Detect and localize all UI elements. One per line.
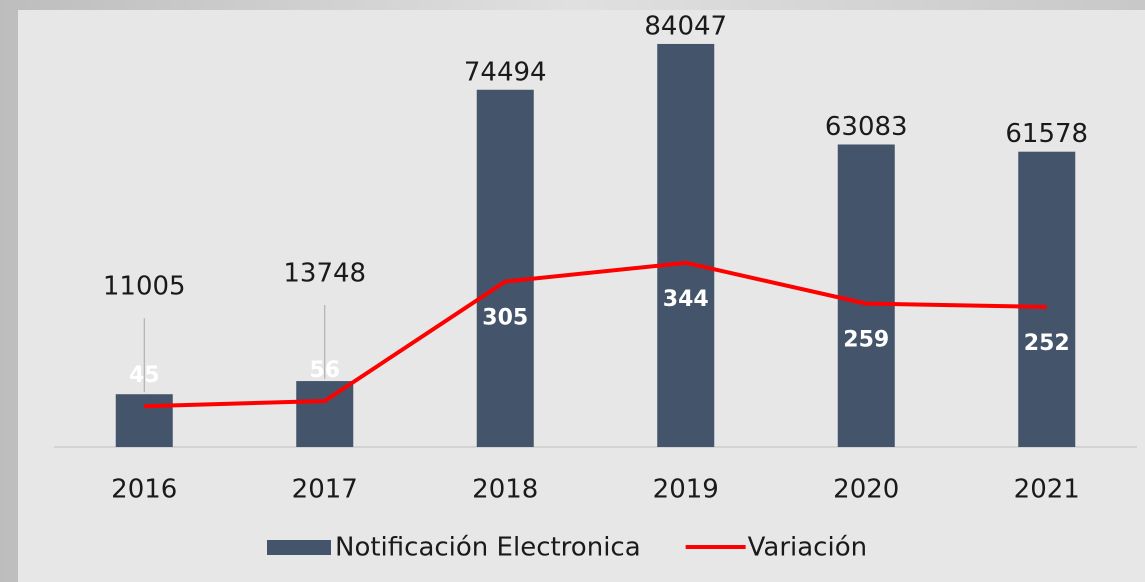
bar-value-label: 84047 bbox=[644, 11, 727, 41]
line-value-label: 56 bbox=[309, 358, 340, 383]
legend-label: Notificación Electronica bbox=[335, 533, 641, 563]
bar bbox=[1018, 151, 1076, 447]
bar-value-label: 13748 bbox=[283, 259, 366, 289]
line-value-label: 259 bbox=[843, 328, 889, 353]
bar-value-label: 11005 bbox=[103, 272, 186, 302]
bar-value-label: 74494 bbox=[464, 57, 547, 87]
x-tick-label: 2018 bbox=[472, 475, 538, 505]
bar-value-label: 61578 bbox=[1005, 119, 1088, 149]
bar bbox=[837, 144, 895, 447]
x-tick-label: 2016 bbox=[111, 475, 177, 505]
x-tick-label: 2019 bbox=[653, 475, 719, 505]
legend-swatch bbox=[267, 540, 331, 555]
plot-panel bbox=[18, 10, 1145, 582]
line-series bbox=[144, 260, 1047, 409]
line-value-label: 344 bbox=[663, 287, 709, 312]
line-value-label: 45 bbox=[129, 363, 160, 388]
bar-value-label: 63083 bbox=[825, 112, 908, 142]
line-value-label: 305 bbox=[482, 306, 528, 331]
line-value-label: 252 bbox=[1024, 331, 1070, 356]
x-tick-label: 2021 bbox=[1014, 475, 1080, 505]
bar bbox=[476, 89, 534, 447]
bar bbox=[296, 381, 354, 447]
legend-label: Variación bbox=[748, 533, 867, 563]
x-tick-label: 2017 bbox=[292, 475, 358, 505]
x-tick-label: 2020 bbox=[833, 475, 899, 505]
bar bbox=[657, 43, 715, 448]
bar bbox=[115, 394, 173, 447]
